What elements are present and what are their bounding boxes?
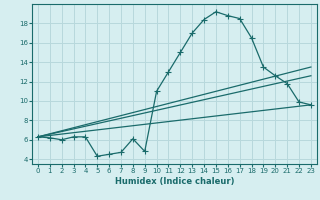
X-axis label: Humidex (Indice chaleur): Humidex (Indice chaleur): [115, 177, 234, 186]
